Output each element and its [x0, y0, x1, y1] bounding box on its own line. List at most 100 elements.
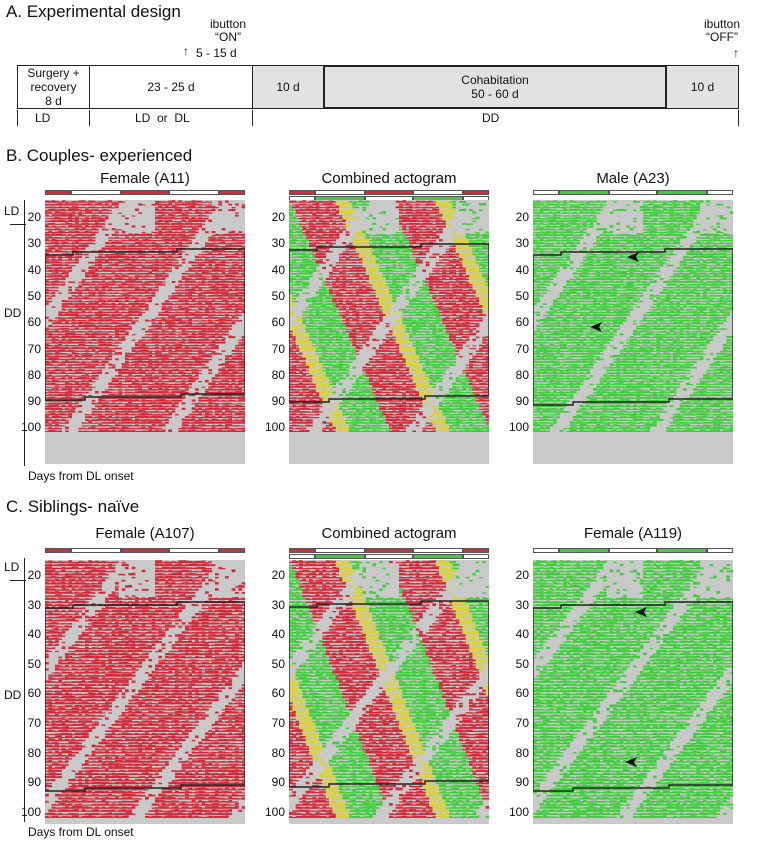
activity-mark [165, 385, 169, 388]
activity-mark [88, 346, 93, 350]
activity-mark [125, 424, 129, 427]
activity-mark [78, 404, 83, 408]
activity-mark [138, 341, 143, 344]
activity-mark [155, 354, 159, 358]
activity-mark [188, 377, 193, 380]
activity-mark [111, 292, 116, 294]
activity-mark [138, 294, 143, 297]
activity-mark [228, 292, 233, 294]
actogram-row [45, 387, 245, 391]
activity-mark [415, 233, 420, 236]
activity-mark [128, 399, 133, 402]
activity-mark [95, 261, 99, 264]
activity-mark [88, 242, 93, 245]
activity-mark [218, 400, 223, 402]
activity-mark [55, 411, 59, 413]
activity-mark [231, 233, 236, 236]
activity-mark [75, 308, 79, 311]
activity-mark [71, 356, 76, 358]
activity-mark [178, 252, 183, 256]
activity-mark [48, 292, 53, 294]
activity-mark [322, 229, 327, 231]
activity-mark [138, 357, 143, 361]
light-cycle-bar-segment [365, 190, 413, 195]
activity-mark [105, 305, 109, 308]
activity-mark [105, 295, 109, 297]
activity-mark [175, 342, 179, 344]
activity-mark [125, 275, 129, 278]
activity-mark [138, 269, 143, 272]
activity-mark [61, 217, 66, 220]
activity-mark [339, 223, 343, 225]
activity-mark [105, 273, 109, 275]
activity-mark [181, 338, 186, 341]
activity-mark [178, 377, 183, 380]
activity-mark [78, 389, 83, 391]
activity-mark [145, 406, 149, 408]
activity-mark [299, 207, 303, 209]
activity-mark [45, 288, 49, 292]
activity-mark [435, 236, 440, 239]
activity-mark [168, 314, 173, 316]
activity-mark [128, 269, 133, 272]
activity-mark [161, 225, 166, 228]
activity-mark [81, 366, 86, 369]
activity-mark [211, 267, 216, 270]
activity-mark [429, 212, 433, 214]
activity-mark [91, 204, 96, 206]
activity-mark [61, 377, 66, 380]
activity-mark [68, 203, 73, 206]
activity-mark [131, 419, 136, 421]
activity-mark [302, 223, 307, 225]
activity-mark [128, 256, 133, 258]
activity-mark [178, 386, 183, 388]
activity-mark [125, 236, 129, 239]
activity-mark [168, 378, 173, 380]
activity-mark [65, 391, 69, 394]
activity-mark [155, 428, 159, 430]
activity-mark [51, 407, 56, 410]
activity-mark [71, 313, 76, 316]
activity-mark [201, 290, 206, 292]
actogram-row [289, 200, 467, 203]
activity-mark [335, 218, 340, 220]
activity-mark [98, 273, 103, 275]
activity-mark [208, 333, 213, 336]
activity-mark [101, 247, 106, 250]
activity-mark [128, 244, 133, 247]
activity-mark [165, 333, 169, 336]
activity-mark [55, 383, 59, 386]
activity-mark [88, 294, 93, 297]
activity-mark [432, 233, 437, 236]
actogram-row [45, 219, 213, 223]
activity-mark [231, 236, 236, 239]
activity-mark [101, 217, 106, 220]
activity-mark [71, 298, 76, 300]
activity-mark [78, 319, 83, 322]
activity-mark [218, 403, 223, 405]
activity-mark [55, 369, 59, 372]
activity-mark [105, 391, 109, 394]
activity-mark [211, 322, 216, 325]
activity-mark [45, 232, 49, 234]
activity-mark [81, 427, 86, 430]
activity-mark [235, 394, 239, 397]
activity-mark [332, 213, 337, 217]
activity-mark [211, 411, 216, 413]
activity-mark [138, 308, 143, 311]
activity-mark [292, 220, 297, 223]
activity-mark [128, 355, 133, 358]
activity-mark [181, 317, 186, 319]
activity-mark [435, 234, 440, 236]
activity-mark [325, 211, 330, 214]
activity-mark [68, 380, 73, 383]
activity-mark [299, 242, 303, 245]
activity-mark [221, 227, 226, 231]
activity-mark [155, 286, 159, 289]
activity-mark [135, 404, 139, 408]
activity-mark [148, 379, 153, 383]
activity-mark [115, 241, 119, 245]
activity-mark [75, 261, 79, 264]
actogram-row [45, 200, 229, 203]
surgery-line2: recovery [27, 80, 79, 94]
